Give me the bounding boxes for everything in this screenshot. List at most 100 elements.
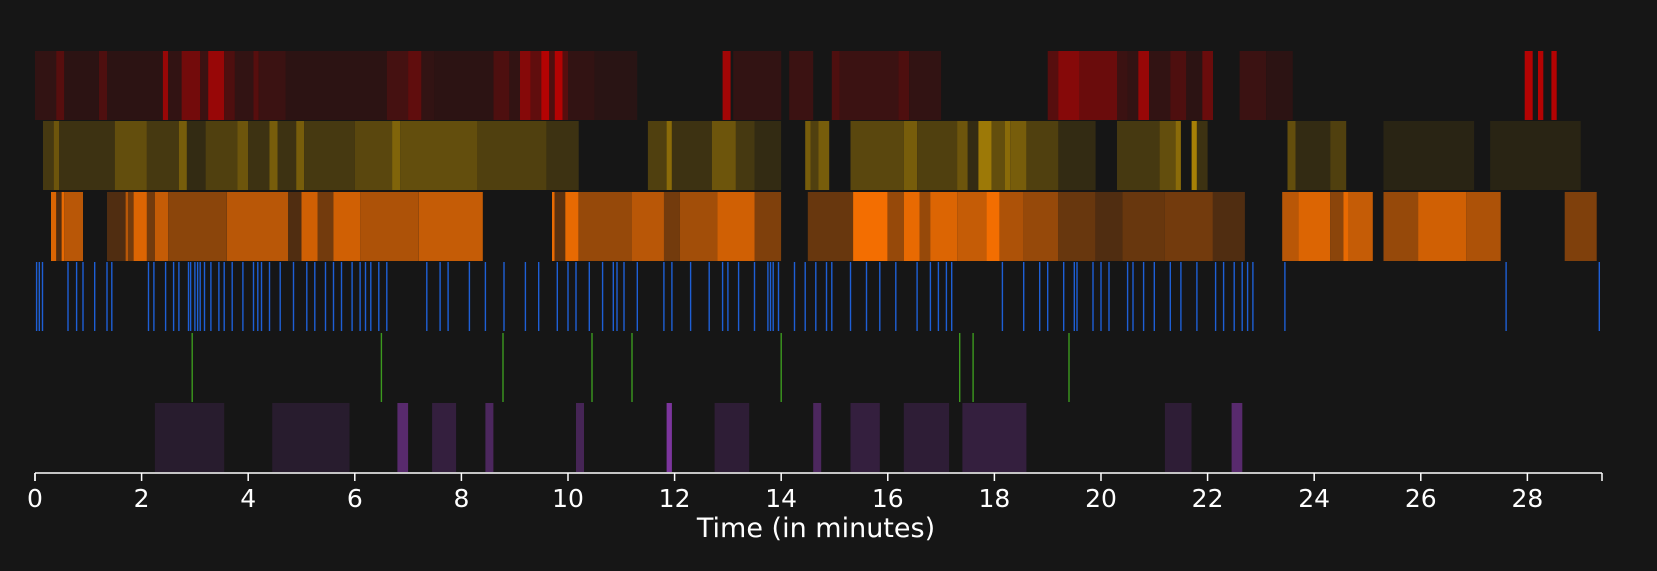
track-2-interval xyxy=(1295,121,1331,190)
track-2-interval xyxy=(991,121,1005,190)
track-1-interval xyxy=(520,51,531,120)
track-2-interval xyxy=(1330,121,1347,190)
track-1-interval xyxy=(1170,51,1187,120)
track-1-interval xyxy=(162,51,169,120)
track-2-interval xyxy=(711,121,736,190)
track-3-interval xyxy=(125,192,129,261)
track-3-interval xyxy=(168,192,227,261)
track-3-interval xyxy=(1122,192,1165,261)
track-1-interval xyxy=(99,51,107,120)
track-6-interval xyxy=(485,403,494,472)
track-1-interval xyxy=(509,51,521,120)
track-2-interval xyxy=(671,121,712,190)
track-3-interval xyxy=(146,192,155,261)
track-1-interval xyxy=(234,51,254,120)
track-1 xyxy=(35,51,1557,120)
track-2-interval xyxy=(146,121,179,190)
track-6-interval xyxy=(272,403,350,472)
track-1-interval xyxy=(1202,51,1213,120)
track-1-interval xyxy=(541,51,550,120)
track-group xyxy=(35,51,1601,472)
x-tick-label: 2 xyxy=(134,484,150,513)
track-3 xyxy=(51,192,1597,261)
track-1-interval xyxy=(554,51,563,120)
x-axis-title: Time (in minutes) xyxy=(696,513,935,544)
track-3-interval xyxy=(1343,192,1349,261)
track-1-interval xyxy=(722,51,731,120)
track-2-interval xyxy=(304,121,355,190)
track-3-interval xyxy=(632,192,664,261)
track-3-interval xyxy=(1418,192,1467,261)
track-4 xyxy=(35,262,1601,331)
track-1-interval xyxy=(1266,51,1293,120)
track-1-interval xyxy=(493,51,510,120)
track-1-interval xyxy=(1538,51,1544,120)
track-3-interval xyxy=(360,192,419,261)
track-3-interval xyxy=(1023,192,1059,261)
track-2-interval xyxy=(903,121,918,190)
x-tick-label: 20 xyxy=(1085,484,1117,513)
track-2-interval xyxy=(178,121,187,190)
track-6-interval xyxy=(154,403,225,472)
track-6-interval xyxy=(714,403,750,472)
track-2-interval xyxy=(666,121,672,190)
track-2-interval xyxy=(957,121,968,190)
track-1-interval xyxy=(1524,51,1533,120)
track-1-interval xyxy=(64,51,99,120)
track-3-interval xyxy=(154,192,169,261)
x-tick-label: 18 xyxy=(978,484,1010,513)
track-2-interval xyxy=(1159,121,1176,190)
track-1-interval xyxy=(408,51,422,120)
track-3-interval xyxy=(226,192,289,261)
track-3-interval xyxy=(853,192,888,261)
track-1-interval xyxy=(107,51,163,120)
track-3-interval xyxy=(930,192,957,261)
x-tick-label: 22 xyxy=(1192,484,1224,513)
track-3-interval xyxy=(986,192,1000,261)
track-1-interval xyxy=(831,51,840,120)
track-2-interval xyxy=(53,121,59,190)
track-2 xyxy=(43,121,1581,190)
x-tick-label: 8 xyxy=(453,484,469,513)
track-3-interval xyxy=(1466,192,1501,261)
track-1-interval xyxy=(253,51,259,120)
track-1-interval xyxy=(208,51,225,120)
track-2-interval xyxy=(805,121,811,190)
track-2-interval xyxy=(735,121,755,190)
track-2-interval xyxy=(978,121,992,190)
track-3-interval xyxy=(301,192,318,261)
track-3-interval xyxy=(61,192,65,261)
track-6-interval xyxy=(1231,403,1243,472)
track-6-interval xyxy=(1164,403,1192,472)
track-2-interval xyxy=(237,121,249,190)
x-tick-label: 6 xyxy=(347,484,363,513)
track-1-interval xyxy=(434,51,494,120)
track-2-interval xyxy=(248,121,270,190)
track-2-interval xyxy=(754,121,782,190)
track-2-interval xyxy=(186,121,206,190)
track-1-interval xyxy=(789,51,814,120)
track-3-interval xyxy=(679,192,718,261)
x-axis: 0 2 4 6 8 10 12 14 16 18 20 22 24 26 28 xyxy=(27,472,1603,513)
track-2-interval xyxy=(917,121,958,190)
track-2-interval xyxy=(818,121,830,190)
track-1-interval xyxy=(1117,51,1128,120)
track-2-interval xyxy=(1058,121,1096,190)
track-3-interval xyxy=(999,192,1024,261)
track-6 xyxy=(154,403,1243,472)
track-1-interval xyxy=(594,51,638,120)
track-1-interval xyxy=(1551,51,1557,120)
track-1-interval xyxy=(421,51,435,120)
track-1-interval xyxy=(839,51,899,120)
x-tick-label: 14 xyxy=(765,484,797,513)
track-1-interval xyxy=(1149,51,1171,120)
track-1-interval xyxy=(1058,51,1080,120)
x-tick-label: 0 xyxy=(27,484,43,513)
track-3-interval xyxy=(919,192,931,261)
track-1-interval xyxy=(386,51,409,120)
track-2-interval xyxy=(1175,121,1181,190)
track-2-interval xyxy=(296,121,305,190)
track-3-interval xyxy=(1298,192,1331,261)
track-3-interval xyxy=(663,192,680,261)
track-6-interval xyxy=(903,403,950,472)
